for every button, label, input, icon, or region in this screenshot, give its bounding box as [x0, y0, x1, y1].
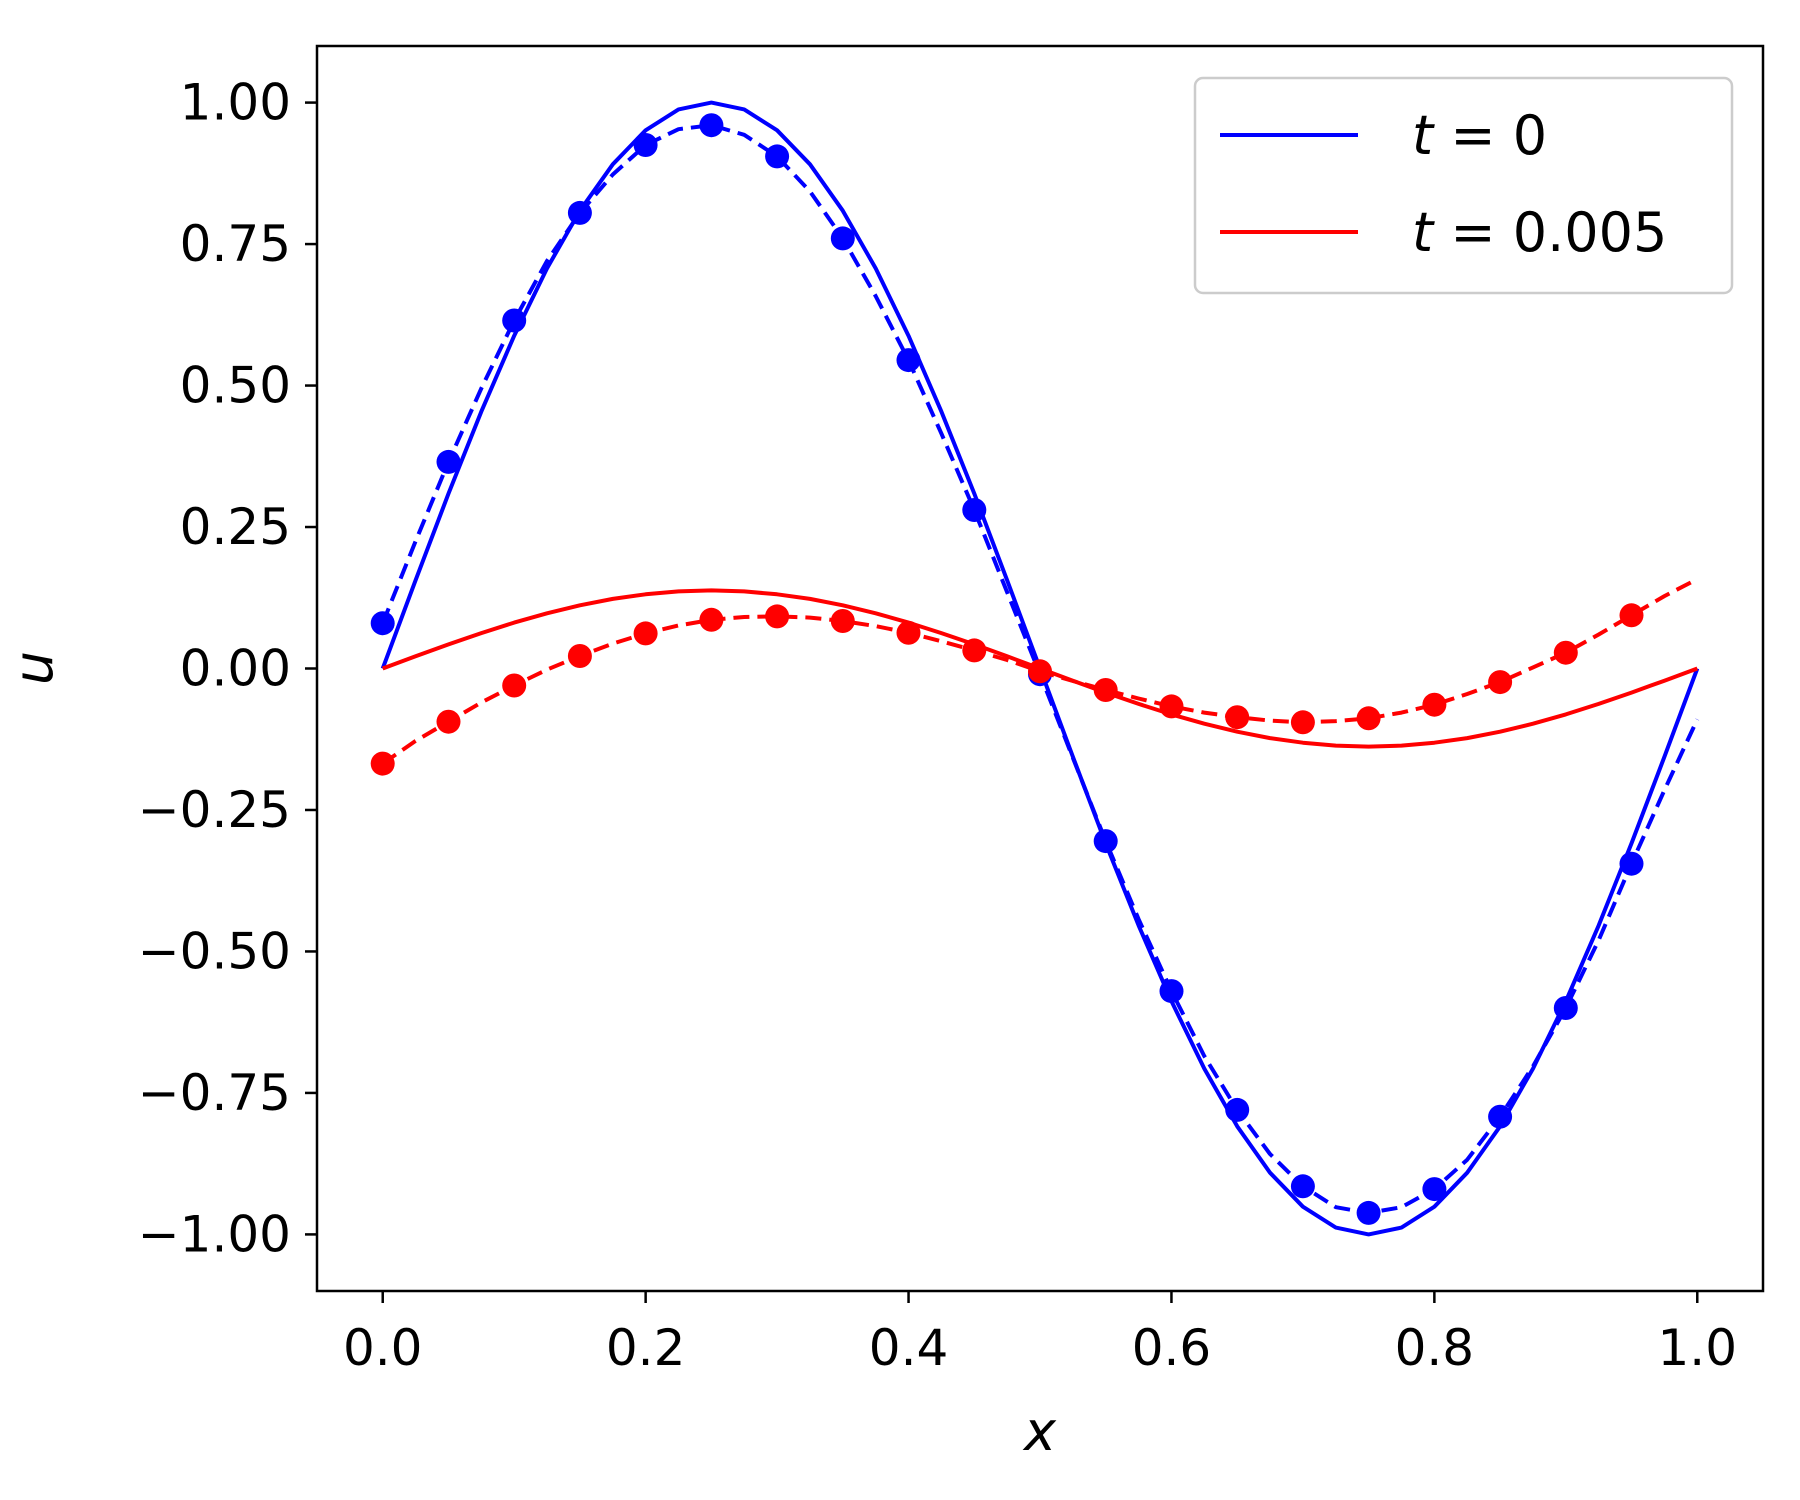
data-point — [633, 621, 658, 646]
data-point — [1553, 996, 1578, 1020]
data-point — [502, 308, 527, 333]
y-tick-label: −1.00 — [138, 1205, 291, 1263]
data-point — [502, 673, 527, 698]
data-point — [830, 609, 855, 633]
y-tick-label: −0.25 — [138, 781, 291, 839]
data-point — [1356, 706, 1381, 731]
legend-box — [1193, 76, 1734, 295]
legend-label: t = 0 — [1412, 104, 1547, 167]
data-point — [765, 604, 790, 629]
y-axis-label: u — [2, 651, 65, 685]
legend: t = 0 t = 0.005 — [1193, 76, 1734, 295]
series-layer — [370, 100, 1700, 1237]
data-point — [896, 620, 921, 645]
data-point — [370, 751, 395, 776]
data-point — [370, 611, 395, 636]
data-point — [1159, 694, 1184, 719]
y-tick-label: 1.00 — [180, 74, 291, 132]
legend-label: t = 0.005 — [1412, 201, 1667, 264]
data-point — [699, 113, 724, 138]
y-axis: 1.00 0.75 0.50 0.25 0.00 −0.25 −0.50 −0.75 −1.00 — [138, 74, 317, 1263]
data-point — [567, 200, 592, 225]
data-point — [1488, 670, 1513, 695]
data-point — [896, 348, 921, 373]
data-point — [830, 226, 855, 251]
y-tick-label: 0.50 — [180, 357, 291, 415]
x-axis: 0.0 0.2 0.4 0.6 0.8 1.0 — [343, 1291, 1737, 1377]
data-point — [1028, 659, 1052, 684]
data-point — [765, 144, 790, 169]
y-tick-label: −0.50 — [138, 922, 291, 980]
data-point — [1422, 1177, 1447, 1202]
y-tick-label: 0.25 — [180, 498, 291, 556]
data-point — [1356, 1200, 1381, 1225]
data-point — [962, 638, 987, 663]
data-point — [567, 644, 592, 668]
x-tick-label: 0.0 — [343, 1319, 423, 1377]
y-tick-label: −0.75 — [138, 1064, 291, 1122]
x-tick-label: 0.8 — [1395, 1319, 1475, 1377]
x-tick-label: 0.2 — [606, 1319, 686, 1377]
data-point — [1422, 692, 1447, 717]
y-tick-label: 0.00 — [180, 640, 291, 698]
data-point — [633, 133, 658, 157]
data-point — [1093, 829, 1118, 854]
data-point — [1225, 705, 1250, 730]
x-tick-label: 1.0 — [1658, 1319, 1738, 1377]
data-point — [436, 449, 461, 474]
data-point — [1093, 678, 1118, 702]
data-point — [962, 498, 987, 522]
x-axis-label: x — [1022, 1400, 1057, 1463]
data-point — [1225, 1097, 1250, 1122]
data-point — [436, 709, 461, 734]
data-point — [1290, 710, 1315, 735]
data-point — [1553, 640, 1578, 665]
data-point — [699, 607, 724, 632]
data-point — [1290, 1174, 1315, 1199]
data-point — [1619, 603, 1644, 628]
x-tick-label: 0.4 — [869, 1319, 949, 1377]
y-tick-label: 0.75 — [180, 215, 291, 273]
x-tick-label: 0.6 — [1132, 1319, 1212, 1377]
data-point — [1159, 979, 1184, 1004]
data-point — [1488, 1104, 1513, 1129]
data-point — [1619, 851, 1644, 876]
